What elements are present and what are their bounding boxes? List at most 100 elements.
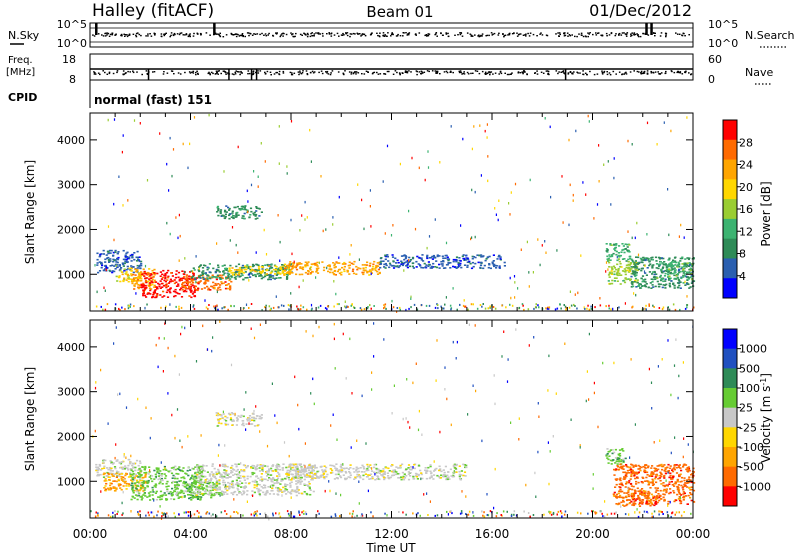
heatmap-cell [634,275,637,277]
heatmap-cell [275,274,278,276]
heatmap-cell [245,265,248,268]
heatmap-cell [229,278,232,280]
heatmap-speckle [584,307,586,310]
heatmap-cell [232,215,235,217]
nsky-point [639,35,642,38]
heatmap-cell [294,489,297,492]
heatmap-cell [620,266,623,268]
nsky-point [457,34,459,36]
heatmap-cell [258,275,261,277]
heatmap-cell [173,295,176,298]
heatmap-cell [202,276,205,279]
heatmap-cell [235,465,238,468]
heatmap-speckle [463,299,465,302]
nsky-point [569,35,572,37]
heatmap-cell [455,471,458,473]
heatmap-cell [131,478,134,481]
heatmap-cell [162,468,165,471]
heatmap-cell [266,479,269,482]
heatmap-cell [231,471,234,473]
heatmap-cell [296,469,299,471]
heatmap-cell [228,279,231,282]
heatmap-cell [226,465,229,468]
heatmap-cell [255,485,258,487]
heatmap-cell [315,271,318,273]
heatmap-speckle [248,307,250,309]
nsky-point [97,33,100,35]
heatmap-cell [199,493,202,496]
heatmap-cell [154,483,157,485]
heatmap-cell [117,478,120,481]
heatmap-cell [660,257,663,259]
nave-point [564,72,566,74]
heatmap-cell [615,244,618,246]
heatmap-cell [192,273,195,275]
heatmap-cell [161,495,164,498]
heatmap-speckle [428,235,431,238]
heatmap-cell [272,277,275,279]
heatmap-speckle [636,221,638,225]
heatmap-speckle [338,303,340,306]
heatmap-speckle [296,305,298,308]
heatmap-cell [189,496,192,499]
heatmap-cell [641,280,644,283]
heatmap-cell [204,489,208,492]
heatmap-cell [446,477,449,479]
heatmap-speckle [107,118,109,122]
heatmap-cell [289,470,292,473]
heatmap-cell [130,267,133,270]
nave-point [659,73,662,75]
heatmap-cell [174,477,177,480]
heatmap-cell [304,469,307,471]
heatmap-cell [98,474,101,476]
heatmap-cell [286,274,289,276]
nave-point [373,71,376,74]
heatmap-cell [217,470,220,473]
heatmap-cell [196,491,200,493]
heatmap-cell [277,494,280,496]
heatmap-cell [158,472,161,475]
heatmap-cell [237,263,241,266]
heatmap-cell [151,276,154,279]
heatmap-cell [272,484,275,487]
heatmap-cell [192,274,195,277]
heatmap-cell [171,480,175,483]
heatmap-cell [362,267,365,269]
heatmap-cell [105,267,108,269]
heatmap-cell [292,264,295,267]
heatmap-cell [234,274,238,276]
heatmap-cell [140,286,143,289]
heatmap-cell [191,467,194,470]
heatmap-speckle [302,306,305,309]
heatmap-cell [104,478,107,480]
heatmap-cell [191,275,195,278]
heatmap-cell [130,270,133,272]
heatmap-cell [356,471,359,473]
heatmap-cell [201,466,204,468]
nave-point [408,70,410,72]
heatmap-cell [248,216,251,219]
heatmap-cell [667,270,670,272]
heatmap-speckle [598,180,600,183]
heatmap-cell [115,476,118,478]
nsky-point [618,34,620,36]
heatmap-cell [266,465,269,468]
heatmap-cell [362,478,365,481]
heatmap-cell [137,279,140,281]
heatmap-cell [205,465,208,467]
heatmap-cell [224,473,227,476]
heatmap-cell [276,477,280,480]
heatmap-cell [225,211,228,213]
heatmap-cell [123,468,126,470]
heatmap-cell [415,260,418,263]
heatmap-cell [466,257,469,260]
heatmap-cell [165,482,168,485]
heatmap-cell [396,259,399,262]
nsky-point [576,35,578,38]
heatmap-cell [216,274,219,277]
heatmap-cell [153,274,156,276]
heatmap-cell [362,269,365,271]
heatmap-cell [119,280,122,283]
heatmap-cell [209,481,212,484]
heatmap-cell [300,469,304,471]
